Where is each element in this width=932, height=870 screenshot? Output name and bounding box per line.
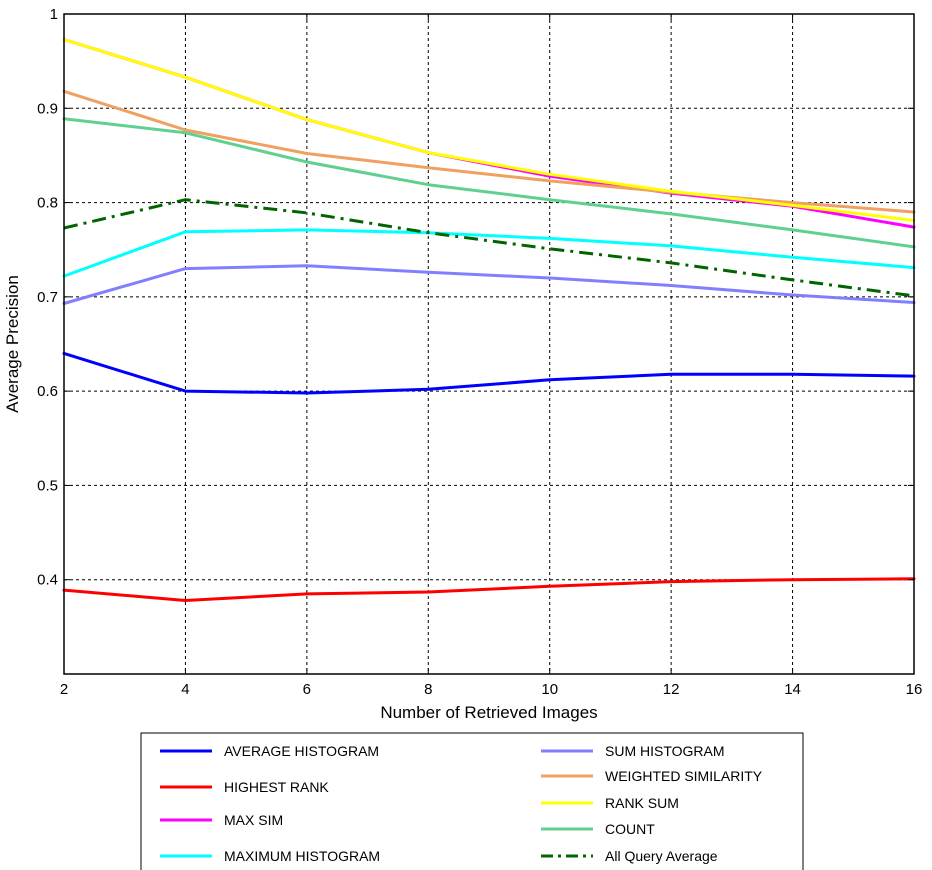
series-line-sum-histogram	[62, 264, 916, 305]
legend-label: SUM HISTOGRAM	[605, 743, 725, 759]
legend-item-highest-rank: HIGHEST RANK	[160, 779, 329, 795]
axis-ticks: 2 4 6 8 10 12 14 16 0.4 0.5 0.6 0.7 0.8 0.9 1	[37, 6, 922, 698]
legend-item-weighted-similarity: WEIGHTED SIMILARITY	[541, 768, 763, 784]
series-line-maximum-histogram	[62, 228, 916, 278]
legend-box	[140, 732, 804, 870]
x-tick-label: 10	[541, 681, 558, 698]
x-tick-label: 6	[303, 681, 311, 698]
x-tick-label: 4	[181, 681, 189, 698]
y-tick-label: 0.5	[37, 477, 58, 494]
y-tick-label: 0.8	[37, 195, 58, 212]
legend-item-maximum-histogram: MAXIMUM HISTOGRAM	[160, 848, 380, 864]
legend-item-rank-sum: RANK SUM	[541, 795, 679, 811]
legend-item-count: COUNT	[541, 821, 655, 837]
legend-label: HIGHEST RANK	[224, 779, 329, 795]
legend-item-all-query-average: All Query Average	[541, 848, 718, 864]
series-line-weighted-similarity	[62, 89, 916, 214]
y-tick-label: 0.6	[37, 383, 58, 400]
gridlines	[64, 14, 914, 674]
legend-label: MAX SIM	[224, 812, 283, 828]
x-tick-label: 8	[424, 681, 432, 698]
x-axis-label: Number of Retrieved Images	[380, 703, 597, 722]
legend-item-max-sim: MAX SIM	[160, 812, 283, 828]
series-line-all-query-average	[63, 198, 915, 298]
plot-frame	[63, 13, 915, 675]
legend: AVERAGE HISTOGRAM HIGHEST RANK MAX SIM MAXI…	[140, 732, 804, 870]
legend-label: AVERAGE HISTOGRAM	[224, 743, 379, 759]
x-tick-label: 16	[906, 681, 923, 698]
x-tick-label: 12	[663, 681, 680, 698]
x-tick-label: 2	[60, 681, 68, 698]
legend-item-average-histogram: AVERAGE HISTOGRAM	[160, 743, 379, 759]
x-tick-label: 14	[784, 681, 801, 698]
y-tick-label: 0.4	[37, 572, 58, 589]
legend-item-sum-histogram: SUM HISTOGRAM	[541, 743, 725, 759]
y-axis-label: Average Precision	[3, 275, 22, 413]
series-line-count	[62, 117, 916, 249]
legend-label: All Query Average	[605, 848, 718, 864]
series-line-rank-sum	[62, 38, 916, 222]
y-tick-label: 1	[50, 6, 58, 23]
y-tick-label: 0.9	[37, 100, 58, 117]
series-line-average-histogram	[62, 351, 916, 395]
legend-label: MAXIMUM HISTOGRAM	[224, 848, 380, 864]
legend-label: WEIGHTED SIMILARITY	[605, 768, 763, 784]
series-line-highest-rank	[62, 577, 916, 602]
legend-label: COUNT	[605, 821, 655, 837]
y-tick-label: 0.7	[37, 289, 58, 306]
series-lines	[62, 38, 916, 602]
legend-label: RANK SUM	[605, 795, 679, 811]
